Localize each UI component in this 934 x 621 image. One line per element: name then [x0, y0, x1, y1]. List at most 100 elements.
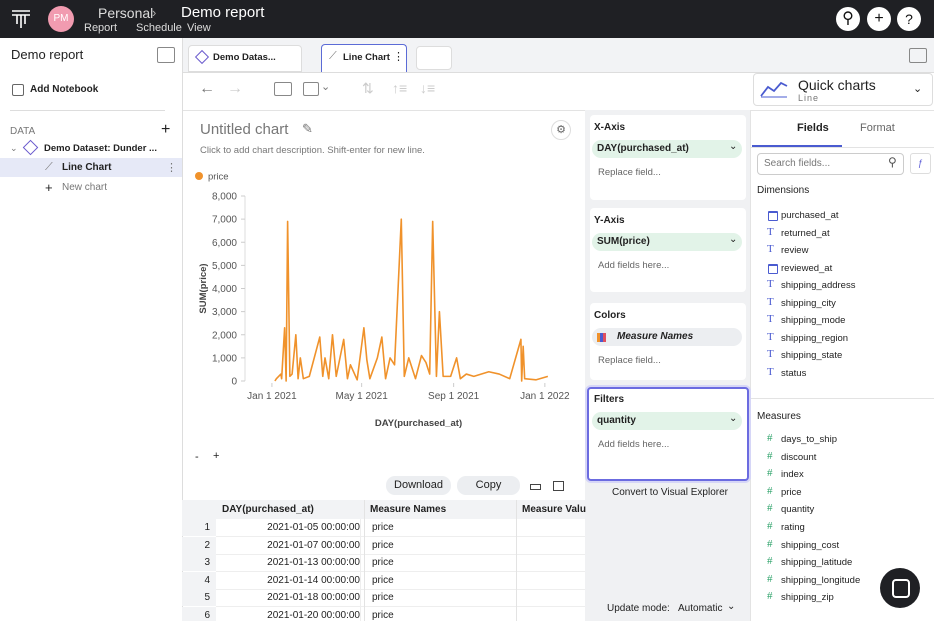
- clear-caret[interactable]: ⌄: [321, 80, 330, 93]
- collapse-button[interactable]: [157, 47, 175, 63]
- chart-title[interactable]: Untitled chart: [200, 121, 288, 138]
- shelf-placeholder[interactable]: Add fields here...: [598, 260, 669, 271]
- dimension-field[interactable]: review: [781, 245, 808, 256]
- column-border: [364, 500, 365, 621]
- notebook-icon: [12, 84, 24, 96]
- expand-caret[interactable]: ⌄: [10, 143, 18, 154]
- update-mode-value[interactable]: Automatic: [678, 603, 722, 614]
- measure-field[interactable]: price: [781, 487, 802, 498]
- add-notebook[interactable]: Add Notebook: [30, 84, 98, 95]
- shelf-placeholder[interactable]: Replace field...: [598, 167, 661, 178]
- redo[interactable]: →: [227, 80, 243, 98]
- menu-report[interactable]: Report: [84, 22, 117, 34]
- add-data-button[interactable]: +: [161, 121, 170, 139]
- zoom-out[interactable]: -: [195, 451, 199, 463]
- zoom-in[interactable]: +: [213, 450, 219, 462]
- row-number: 5: [190, 592, 210, 603]
- shelf-placeholder[interactable]: Replace field...: [598, 355, 661, 366]
- tab-menu[interactable]: ⋮: [393, 50, 404, 63]
- tab-label[interactable]: Line Chart: [343, 52, 390, 63]
- undo[interactable]: ←: [199, 80, 215, 98]
- chart: 01,0002,0003,0004,0005,0006,0007,0008,00…: [182, 160, 585, 460]
- dimension-field[interactable]: status: [781, 368, 806, 379]
- menu-schedule[interactable]: Schedule: [136, 22, 182, 34]
- edit-icon[interactable]: ✎: [302, 121, 313, 137]
- measure-field[interactable]: quantity: [781, 504, 814, 515]
- string-icon: T: [767, 226, 774, 238]
- panel-toggle[interactable]: [909, 48, 927, 63]
- menu-view[interactable]: View: [187, 22, 211, 34]
- sort-asc[interactable]: ↑≡: [392, 80, 407, 96]
- search-placeholder[interactable]: Search fields...: [764, 158, 830, 169]
- quick-charts-title[interactable]: Quick charts: [798, 77, 876, 93]
- layout-button[interactable]: [553, 481, 564, 491]
- dimension-field[interactable]: returned_at: [781, 228, 830, 239]
- pill-label[interactable]: Measure Names: [617, 331, 693, 342]
- measure-field[interactable]: rating: [781, 522, 805, 533]
- measure-field[interactable]: shipping_latitude: [781, 557, 852, 568]
- pill-caret[interactable]: ⌄: [729, 141, 737, 152]
- layout-button[interactable]: [530, 484, 541, 490]
- convert-link[interactable]: Convert to Visual Explorer: [612, 487, 728, 498]
- search-icon: ⚲: [888, 155, 897, 169]
- workspace[interactable]: Personal: [98, 5, 153, 21]
- measure-field[interactable]: days_to_ship: [781, 434, 837, 445]
- column-header: DAY(purchased_at): [222, 504, 314, 515]
- pill-label[interactable]: DAY(purchased_at): [597, 143, 689, 154]
- string-icon: T: [767, 366, 774, 378]
- download-button[interactable]: Download: [386, 476, 451, 495]
- quick-charts-subtitle: Line: [798, 93, 819, 103]
- avatar[interactable]: PM: [48, 6, 74, 32]
- help-button[interactable]: ?: [897, 7, 921, 31]
- settings[interactable]: ⚙: [551, 120, 571, 140]
- pill-caret[interactable]: ⌄: [729, 413, 737, 424]
- dimension-field[interactable]: shipping_region: [781, 333, 848, 344]
- swap[interactable]: ⇅: [362, 80, 374, 97]
- item-menu[interactable]: ⋮: [166, 161, 177, 174]
- dimension-field[interactable]: shipping_state: [781, 350, 842, 361]
- fields-tab[interactable]: Fields: [797, 122, 829, 134]
- string-icon: T: [767, 331, 774, 343]
- pill-label[interactable]: SUM(price): [597, 236, 650, 247]
- quick-charts-caret[interactable]: ⌄: [913, 82, 922, 95]
- measure-field[interactable]: shipping_zip: [781, 592, 834, 603]
- format-tab[interactable]: Format: [860, 122, 895, 134]
- dimension-field[interactable]: shipping_mode: [781, 315, 845, 326]
- clear[interactable]: [303, 82, 319, 96]
- logo[interactable]: [10, 8, 32, 30]
- string-icon: T: [767, 278, 774, 290]
- dimension-field[interactable]: shipping_city: [781, 298, 836, 309]
- cell: 2021-01-13 00:00:00: [216, 554, 361, 572]
- duplicate[interactable]: [274, 82, 292, 96]
- column-header: Measure Names: [370, 504, 446, 515]
- new-tab-button[interactable]: [416, 46, 452, 70]
- search-button[interactable]: ⚲: [836, 7, 860, 31]
- sort-desc[interactable]: ↓≡: [420, 80, 435, 96]
- update-mode-caret[interactable]: ⌄: [727, 601, 735, 612]
- sidebar-item[interactable]: Line Chart: [62, 162, 111, 173]
- divider: [750, 147, 934, 148]
- dimension-field[interactable]: purchased_at: [781, 210, 839, 221]
- add-button[interactable]: +: [867, 7, 891, 31]
- pill-caret[interactable]: ⌄: [729, 234, 737, 245]
- measure-field[interactable]: discount: [781, 452, 816, 463]
- shelf-placeholder[interactable]: Add fields here...: [598, 439, 669, 450]
- measure-field[interactable]: index: [781, 469, 804, 480]
- tab-label[interactable]: Demo Datas...: [213, 52, 276, 63]
- dimension-field[interactable]: shipping_address: [781, 280, 855, 291]
- y-tick-label: 7,000: [212, 215, 237, 226]
- formula-button[interactable]: ƒ: [910, 153, 931, 174]
- row-number: 2: [190, 540, 210, 551]
- sidebar-item[interactable]: New chart: [62, 182, 107, 193]
- measure-field[interactable]: shipping_cost: [781, 540, 839, 551]
- breadcrumb-sep: ›: [152, 5, 156, 20]
- dimension-field[interactable]: reviewed_at: [781, 263, 832, 274]
- report-title[interactable]: Demo report: [181, 4, 264, 21]
- legend-dot: [195, 172, 203, 180]
- dataset-name[interactable]: Demo Dataset: Dunder ...: [44, 143, 157, 154]
- new-icon: +: [45, 180, 53, 195]
- chart-description[interactable]: Click to add chart description. Shift-en…: [200, 145, 425, 156]
- pill-label[interactable]: quantity: [597, 415, 636, 426]
- measure-field[interactable]: shipping_longitude: [781, 575, 860, 586]
- copy-button[interactable]: Copy: [457, 476, 520, 495]
